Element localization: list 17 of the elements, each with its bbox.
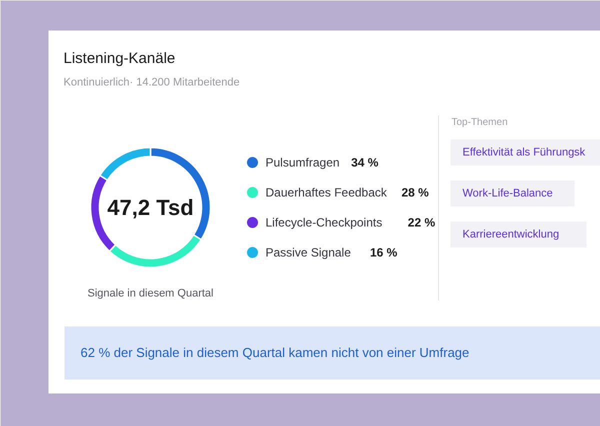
legend-label: Lifecycle-Checkpoints xyxy=(266,216,382,230)
text: Top-Themen xyxy=(452,117,508,128)
chart-subtitle: Kontinuierlich· 14.200 Mitarbeitende xyxy=(64,76,240,88)
text: 62 % der Signale in diesem Quartal kamen nicht von einer Umfrage xyxy=(80,345,470,360)
text: Signale in diesem Quartal xyxy=(88,288,214,300)
chart-title: Listening-Kanäle xyxy=(64,50,176,67)
data-label: 28 % xyxy=(402,186,430,200)
text: 47,2 Tsd xyxy=(107,195,194,220)
text: Work-Life-Balance xyxy=(462,188,553,200)
legend-label: Dauerhaftes Feedback xyxy=(266,186,388,200)
data-label: 34 % xyxy=(351,156,379,170)
legend-label: Passive Signale xyxy=(266,246,352,260)
data-label: 16 % xyxy=(370,246,398,260)
legend-label: Pulsumfragen xyxy=(266,156,340,170)
text: Effektivität als Führungsk xyxy=(462,146,586,158)
text: Karriereentwicklung xyxy=(462,228,560,240)
data-label: 22 % xyxy=(408,216,436,230)
